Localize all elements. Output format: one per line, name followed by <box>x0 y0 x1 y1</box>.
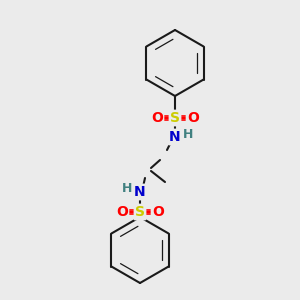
Text: O: O <box>151 111 163 125</box>
Text: N: N <box>134 185 146 199</box>
Text: H: H <box>122 182 132 196</box>
Text: O: O <box>116 205 128 219</box>
Text: O: O <box>152 205 164 219</box>
Text: N: N <box>169 130 181 144</box>
Text: O: O <box>187 111 199 125</box>
Text: S: S <box>170 111 180 125</box>
Text: H: H <box>183 128 193 140</box>
Text: S: S <box>135 205 145 219</box>
